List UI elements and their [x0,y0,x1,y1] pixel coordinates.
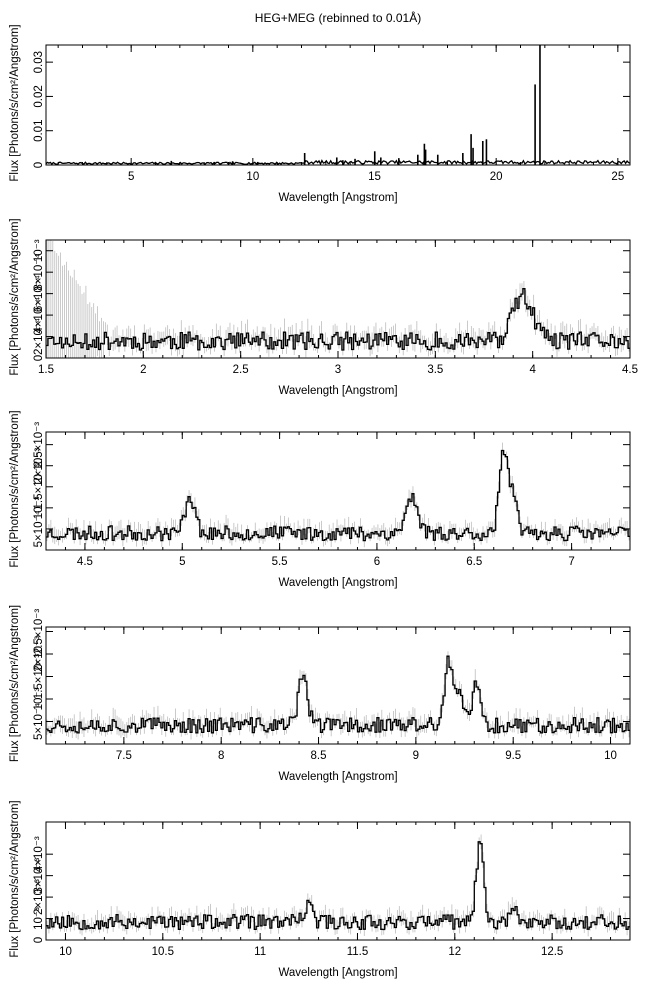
x-tick-label: 4.5 [77,556,93,568]
panel-4: 7.5 8 8.5 9 9.5 10 5×10⁻⁴10⁻³1.5×10⁻³2×10⁻³2.5… [9,605,631,783]
x-axis-label: Wavelength [Angstrom] [278,771,397,783]
y-tick-label: 2.5×10⁻³ [33,422,45,468]
x-tick-label: 10 [246,171,259,183]
y-tick-label: 0.01 [33,120,45,142]
x-tick-label: 7 [568,556,574,568]
y-tick-label: 10⁻³ [33,239,45,262]
panel-3: 4.5 5 5.5 6 6.5 7 5×10⁻⁴10⁻³1.5×10⁻³2×10⁻³2.5×… [9,410,631,589]
y-tick-label: 8×10⁻⁴ [33,254,45,291]
y-tick-label: 0 [33,937,45,943]
y-tick-label: 10⁻³ [33,496,45,519]
figure-title: HEG+MEG (rebinned to 0.01Å) [255,10,421,25]
x-tick-label: 15 [368,171,381,183]
x-tick-label: 3 [335,364,341,376]
y-axis-label: Flux [Photons/s/cm²/Angstrom] [9,24,21,181]
x-axis-label: Wavelength [Angstrom] [278,967,397,979]
y-tick-label: 2.5×10⁻³ [33,609,45,655]
y-tick-label: 4×10⁻⁴ [33,297,45,334]
x-tick-label: 20 [490,171,503,183]
y-tick-label: 6×10⁻⁴ [33,275,45,312]
y-tick-label: 10⁻³ [33,907,45,930]
x-tick-label: 8.5 [311,750,327,762]
y-axis-label: Flux [Photons/s/cm²/Angstrom] [9,218,21,375]
x-tick-label: 3.5 [427,364,443,376]
plot-area-4 [46,651,630,740]
x-tick-label: 8 [218,750,224,762]
y-axis-label: Flux [Photons/s/cm²/Angstrom] [9,410,21,567]
x-tick-label: 12 [448,946,461,958]
x-tick-label: 5.5 [272,556,288,568]
x-tick-label: 10.5 [152,946,174,958]
y-tick-label: 3×10⁻³ [33,858,45,894]
plot-area-2 [46,240,630,358]
y-tick-label: 0.02 [33,85,45,107]
x-tick-label: 2.5 [233,364,249,376]
y-tick-label: 0.03 [33,51,45,73]
panel-2: 1.5 2 2.5 3 3.5 4 4.5 02×10⁻⁴4×10⁻⁴6×10⁻⁴8×10⁻⁴… [9,218,638,397]
y-tick-label: 2×10⁻⁴ [33,318,45,355]
y-tick-label: 5×10⁻⁴ [33,510,45,547]
x-tick-label: 6.5 [466,556,482,568]
x-tick-label: 1.5 [38,364,54,376]
plot-area-5 [46,834,630,937]
x-tick-label: 4 [529,364,536,376]
y-tick-label: 4×10⁻³ [33,836,45,872]
y-tick-label: 0 [33,355,45,361]
y-tick-label: 10⁻³ [33,687,45,710]
x-tick-label: 9 [413,750,419,762]
y-tick-label: 0 [33,162,45,168]
x-tick-label: 2 [140,364,146,376]
plot-area-3 [46,442,630,548]
panel-5: 10 10.5 11 11.5 12 12.5 0 10⁻³2×10⁻³3×10⁻³4×10⁻… [9,800,631,979]
y-tick-label: 5×10⁻⁴ [33,703,45,740]
x-axis-label: Wavelength [Angstrom] [278,192,397,204]
axes-frame [45,44,631,166]
panel-1: 5 10 15 20 25 0 0.01 0.02 0.03 Wavelength [Angstr… [9,24,631,204]
x-tick-label: 25 [611,171,624,183]
y-axis-label: Flux [Photons/s/cm²/Angstrom] [9,605,21,762]
series-line [45,159,631,166]
x-tick-label: 9.5 [505,750,521,762]
y-tick-label: 2×10⁻³ [33,448,45,484]
x-tick-label: 11 [254,946,266,958]
x-tick-label: 11.5 [347,946,369,958]
series-line [46,655,630,734]
y-axis-label: Flux [Photons/s/cm²/Angstrom] [9,800,21,957]
x-tick-label: 7.5 [116,750,132,762]
x-axis-label: Wavelength [Angstrom] [278,385,397,397]
x-tick-label: 4.5 [622,364,638,376]
x-tick-label: 5 [128,171,134,183]
x-tick-label: 5 [179,556,185,568]
plot-area-1 [45,45,631,166]
x-tick-label: 10 [59,946,72,958]
y-tick-label: 1.5×10⁻³ [33,464,45,510]
x-tick-label: 10 [604,750,617,762]
x-axis-label: Wavelength [Angstrom] [278,577,397,589]
y-tick-label: 1.5×10⁻³ [33,654,45,700]
y-tick-label: 2×10⁻³ [33,636,45,672]
series-line [46,449,630,542]
series-line [46,288,630,351]
series-line [46,841,630,931]
y-tick-label: 2×10⁻³ [33,879,45,915]
x-tick-label: 6 [374,556,380,568]
x-tick-label: 12.5 [541,946,563,958]
